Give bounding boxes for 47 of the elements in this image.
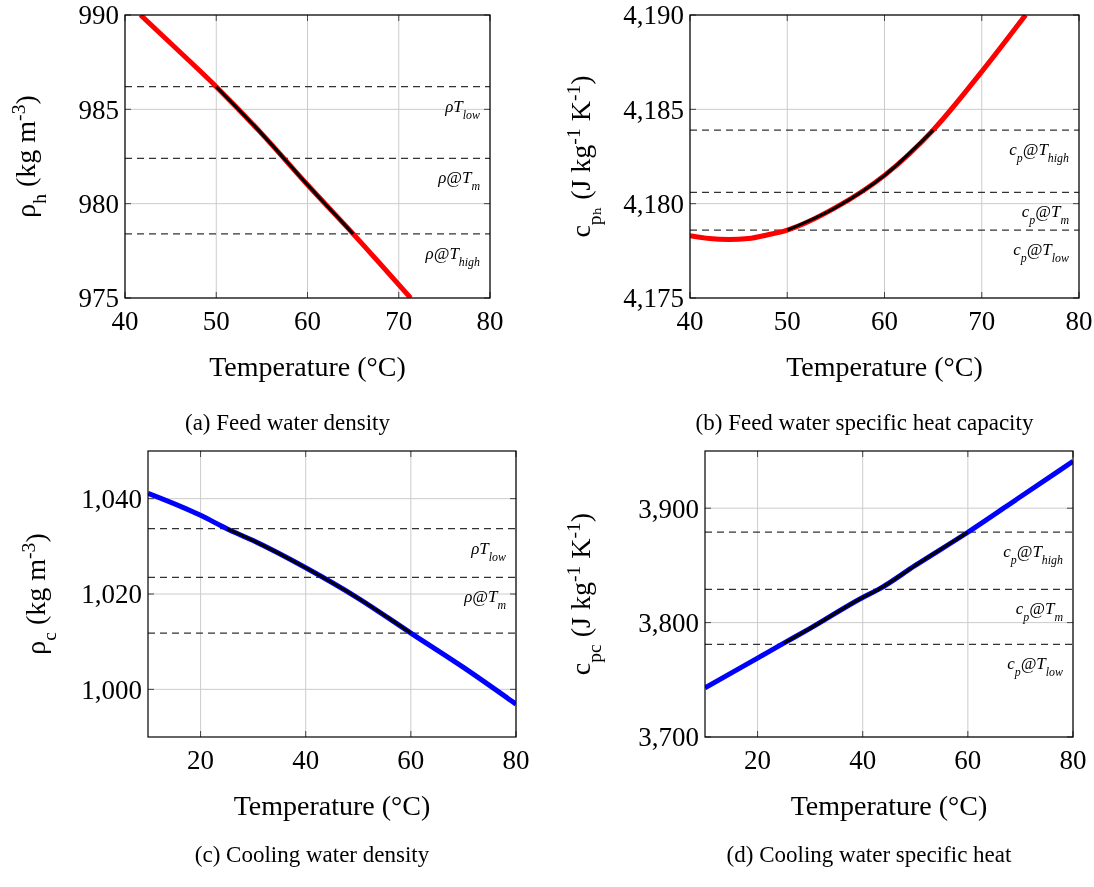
ref-line-label: c$_{p}$@T$_{m}$ xyxy=(1021,202,1070,228)
y-tick-label: 3,900 xyxy=(638,493,699,524)
x-tick-label: 70 xyxy=(968,306,996,336)
x-axis-title: Temperature (°C) xyxy=(786,351,983,382)
x-tick-label: 60 xyxy=(397,745,425,775)
y-tick-label: 4,185 xyxy=(623,94,684,125)
x-tick-label: 50 xyxy=(202,306,230,336)
x-tick-label: 60 xyxy=(871,306,898,336)
text: (c) Cooling water density xyxy=(194,842,430,867)
y-tick-label: 4,190 xyxy=(623,0,684,31)
x-tick-label: 80 xyxy=(502,745,530,775)
x-tick-label: 80 xyxy=(476,306,504,336)
x-tick-label: 40 xyxy=(292,745,320,775)
ref-line-label: c$_{p}$@T$_{m}$ xyxy=(1015,599,1064,625)
ref-line-label: c$_{p}$@T$_{high}$ xyxy=(1009,140,1070,166)
y-tick-label: 3,700 xyxy=(638,722,699,753)
ref-line-label: c$_{p}$@T$_{low}$ xyxy=(1007,654,1064,680)
x-tick-label: 60 xyxy=(954,745,982,775)
y-tick-label: 980 xyxy=(78,189,119,220)
x-tick-label: 70 xyxy=(385,306,413,336)
ref-line-label: ρ@T$_{high}$ xyxy=(424,243,481,269)
x-tick-label: 50 xyxy=(773,306,801,336)
text: (a) Feed water density xyxy=(184,410,391,435)
y-tick-label: 985 xyxy=(78,94,119,125)
ref-line-label: c$_{p}$@T$_{low}$ xyxy=(1013,240,1070,266)
x-tick-label: 40 xyxy=(849,745,877,775)
x-tick-label: 80 xyxy=(1059,745,1087,775)
x-tick-label: 20 xyxy=(744,745,772,775)
ref-line-label: ρ@T$_{m}$ xyxy=(437,168,481,194)
text: (b) Feed water specific heat capacity xyxy=(695,410,1034,435)
text: (d) Cooling water specific heat xyxy=(726,842,1013,867)
y-tick-label: 990 xyxy=(78,0,119,31)
x-axis-title: Temperature (°C) xyxy=(790,790,988,821)
x-tick-label: 60 xyxy=(294,306,321,336)
y-tick-label: 1,020 xyxy=(81,579,142,610)
x-axis-title: Temperature (°C) xyxy=(233,790,431,821)
ref-line-label: ρ@T$_{m}$ xyxy=(463,587,507,613)
x-tick-label: 80 xyxy=(1065,306,1093,336)
y-tick-label: 1,040 xyxy=(81,484,142,515)
ref-line-label: ρT$_{low}$ xyxy=(470,538,507,564)
x-tick-label: 20 xyxy=(187,745,215,775)
x-axis-title: Temperature (°C) xyxy=(209,351,406,382)
ref-line-label: c$_{p}$@T$_{high}$ xyxy=(1003,542,1064,568)
ref-line-label: ρT$_{low}$ xyxy=(444,96,481,122)
y-tick-label: 1,000 xyxy=(81,674,142,705)
y-tick-label: 4,180 xyxy=(623,189,684,220)
y-tick-label: 3,800 xyxy=(638,608,699,639)
